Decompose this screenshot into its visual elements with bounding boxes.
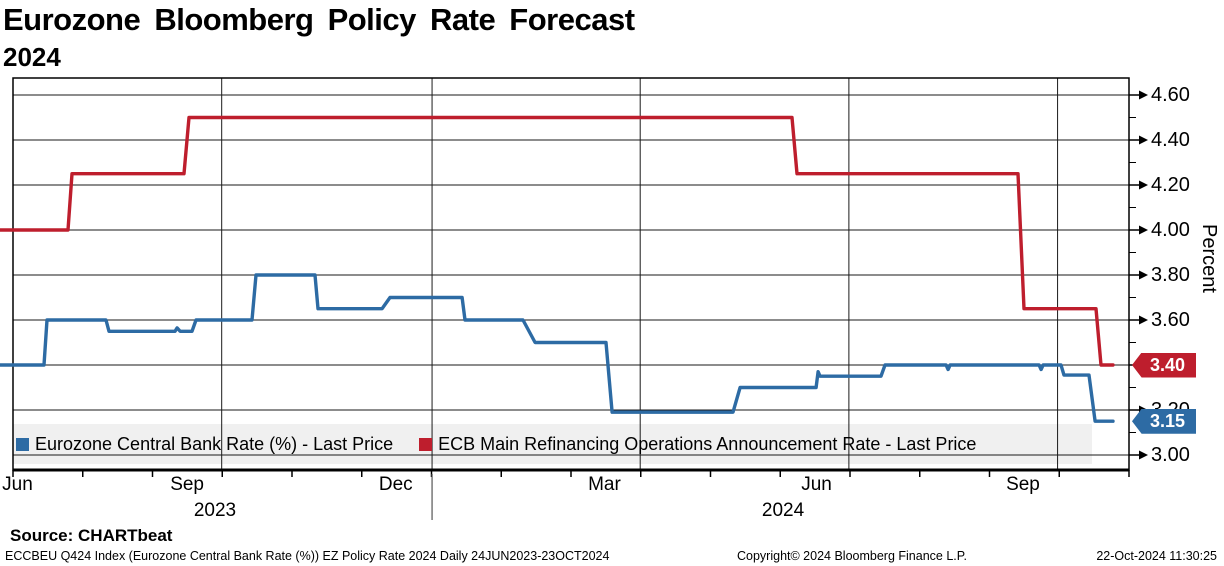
x-year-label: 2024 — [761, 500, 805, 521]
footer-timestamp: 22-Oct-2024 11:30:25 — [1096, 549, 1217, 563]
y-tick-label: 3.60 — [1151, 309, 1190, 331]
footer-copyright: Copyright© 2024 Bloomberg Finance L.P. — [737, 549, 967, 563]
x-tick-label: Sep — [1006, 474, 1040, 495]
y-axis-title: Percent — [1198, 224, 1220, 293]
x-tick-label: Sep — [170, 474, 204, 495]
legend-swatch-blue-icon — [16, 437, 29, 451]
y-tick-label: 3.80 — [1151, 264, 1190, 286]
x-tick-label: Jun — [801, 474, 832, 495]
y-tick-label: 3.00 — [1151, 444, 1190, 466]
page-title: Eurozone Bloomberg Policy Rate Forecast — [3, 2, 635, 37]
legend-swatch-red-icon — [419, 437, 433, 451]
source-label: Source: CHARTbeat — [10, 526, 173, 545]
x-year-label: 2023 — [193, 500, 237, 521]
x-tick-label: Mar — [588, 474, 621, 495]
y-tick-label: 4.60 — [1151, 84, 1190, 106]
y-tick-label: 4.40 — [1151, 129, 1190, 151]
legend-item-ecb-refinancing-rate[interactable]: ECB Main Refinancing Operations Announce… — [419, 434, 976, 455]
y-tick-label: 4.20 — [1151, 174, 1190, 196]
x-tick-label: Jun — [2, 474, 33, 495]
legend-item-eurozone-central-bank-rate[interactable]: Eurozone Central Bank Rate (%) - Last Pr… — [16, 434, 393, 455]
legend: Eurozone Central Bank Rate (%) - Last Pr… — [13, 424, 1092, 464]
x-tick-label: Dec — [378, 474, 413, 495]
legend-label: Eurozone Central Bank Rate (%) - Last Pr… — [35, 433, 394, 454]
y-tick-label: 4.00 — [1151, 219, 1190, 241]
footer-description: ECCBEU Q424 Index (Eurozone Central Bank… — [5, 549, 610, 563]
legend-label: ECB Main Refinancing Operations Announce… — [438, 433, 977, 454]
page-subtitle: 2024 — [3, 42, 61, 72]
last-price-badge-eurozone: 3.15 — [1132, 408, 1196, 434]
last-price-badge-ecb: 3.40 — [1132, 352, 1196, 378]
